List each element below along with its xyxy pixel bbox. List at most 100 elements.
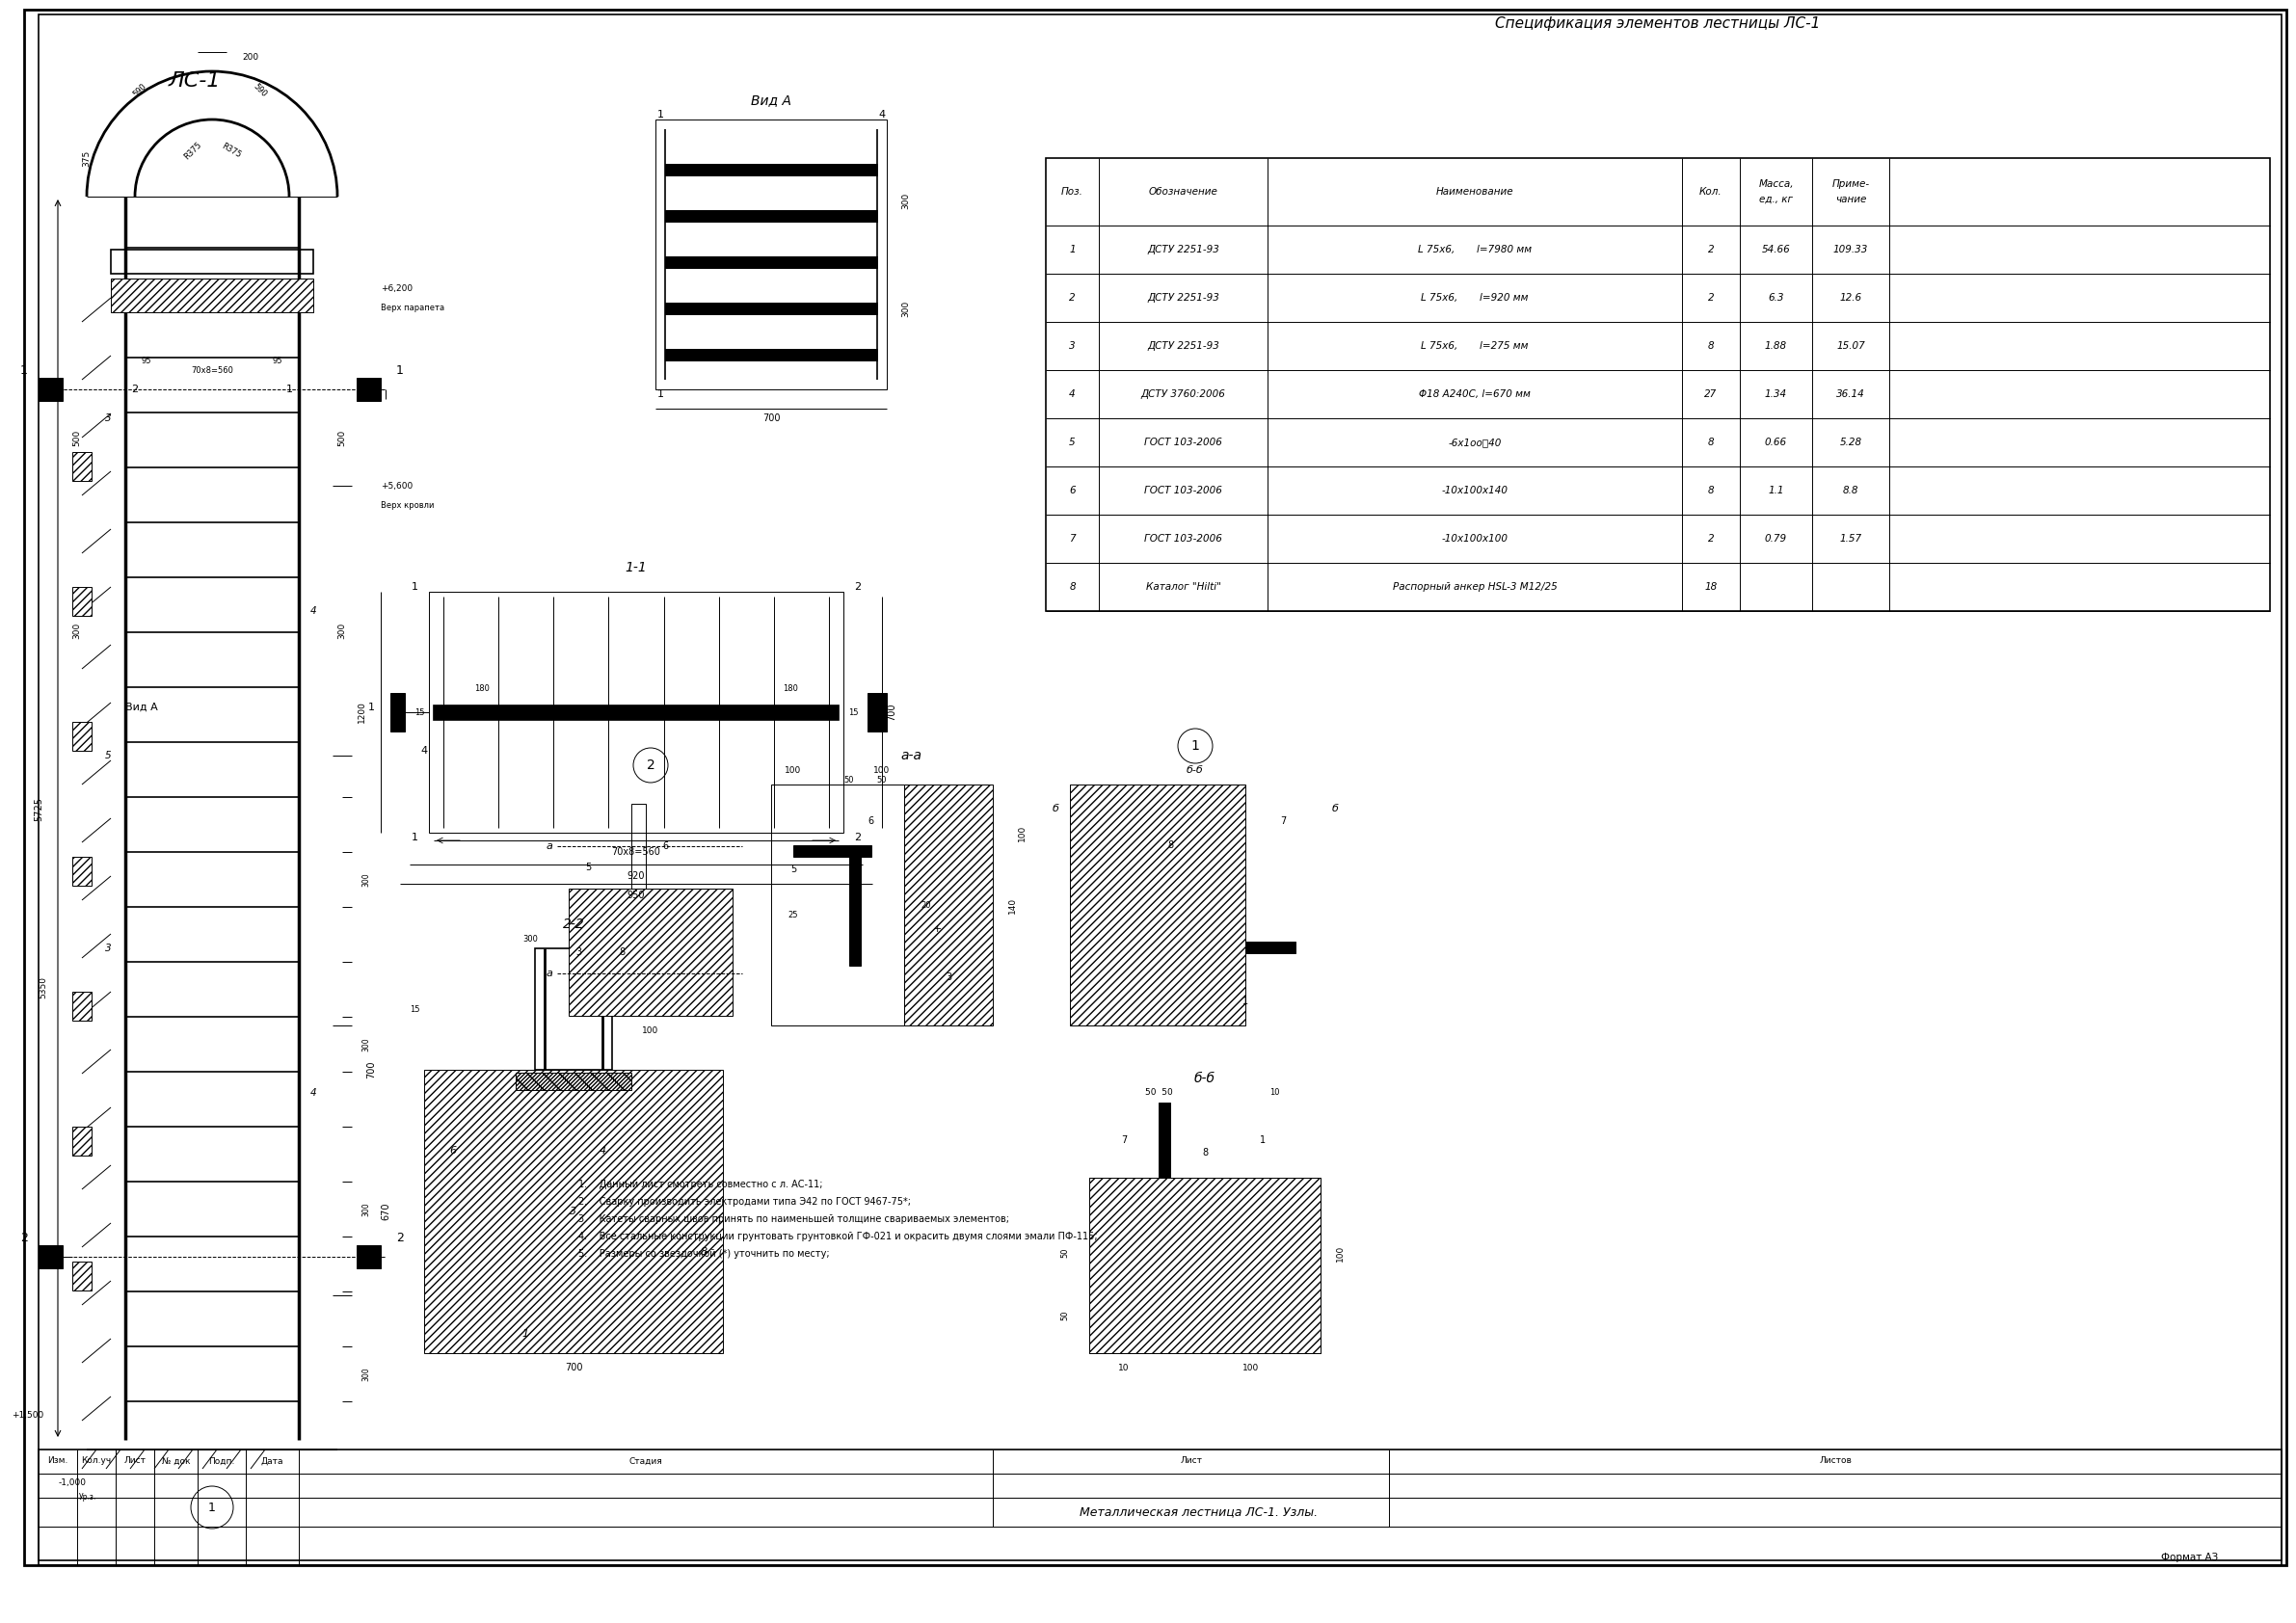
Text: Формат АЗ: Формат АЗ bbox=[2161, 1553, 2218, 1563]
Text: 8: 8 bbox=[1070, 583, 1075, 592]
Text: 300: 300 bbox=[338, 622, 347, 638]
Text: 20: 20 bbox=[921, 901, 932, 909]
Text: 1.    Данный лист смотреть совместно с л. АС-11;: 1. Данный лист смотреть совместно с л. А… bbox=[579, 1180, 822, 1190]
Text: Φ18 А240С, l=670 мм: Φ18 А240С, l=670 мм bbox=[1419, 390, 1531, 399]
Text: +5,600: +5,600 bbox=[381, 482, 413, 490]
Text: 5: 5 bbox=[106, 751, 110, 761]
Circle shape bbox=[604, 706, 615, 717]
Text: 50: 50 bbox=[1061, 1310, 1070, 1321]
Bar bbox=[654, 120, 886, 390]
Text: ЛС-1: ЛС-1 bbox=[168, 71, 220, 91]
Text: +: + bbox=[932, 923, 941, 933]
Text: ГОСТ 103-2006: ГОСТ 103-2006 bbox=[1143, 485, 1221, 495]
Text: 8: 8 bbox=[1708, 341, 1715, 351]
Text: Лист: Лист bbox=[124, 1457, 147, 1466]
Text: -6х1оо䑑40: -6х1оо䑑40 bbox=[1449, 438, 1502, 448]
Text: ДСТУ 2251-93: ДСТУ 2251-93 bbox=[1148, 294, 1219, 302]
Text: 590: 590 bbox=[131, 83, 149, 99]
Text: Обозначение: Обозначение bbox=[1148, 187, 1217, 196]
Text: 15: 15 bbox=[413, 708, 425, 717]
Circle shape bbox=[494, 706, 505, 717]
Text: 50: 50 bbox=[1061, 1248, 1070, 1258]
Text: 1.57: 1.57 bbox=[1839, 534, 1862, 544]
Text: 3: 3 bbox=[106, 943, 110, 953]
Text: 12.6: 12.6 bbox=[1839, 294, 1862, 302]
Text: 1: 1 bbox=[657, 390, 664, 399]
Text: 10: 10 bbox=[1118, 1363, 1130, 1371]
Text: 8.8: 8.8 bbox=[1844, 485, 1860, 495]
Text: Кол.: Кол. bbox=[1699, 187, 1722, 196]
Text: 1200: 1200 bbox=[358, 701, 365, 724]
Text: 1: 1 bbox=[21, 364, 28, 377]
Text: 5: 5 bbox=[1070, 438, 1075, 448]
Text: 1: 1 bbox=[1261, 1136, 1265, 1144]
Text: 100: 100 bbox=[1017, 824, 1026, 841]
Text: 5725: 5725 bbox=[34, 797, 44, 821]
Text: 100: 100 bbox=[643, 1026, 659, 1034]
Text: 8: 8 bbox=[700, 1246, 707, 1256]
Text: 920: 920 bbox=[627, 872, 645, 881]
Text: 6: 6 bbox=[1070, 485, 1075, 495]
Text: a-a: a-a bbox=[900, 748, 921, 763]
Text: Верх кровли: Верх кровли bbox=[381, 500, 434, 510]
Text: 100: 100 bbox=[1242, 1363, 1261, 1371]
Text: 5: 5 bbox=[585, 862, 590, 872]
Text: 700: 700 bbox=[367, 1061, 377, 1079]
Text: 1: 1 bbox=[1192, 738, 1199, 753]
Text: 1: 1 bbox=[397, 364, 404, 377]
Text: 1.1: 1.1 bbox=[1768, 485, 1784, 495]
Text: 300: 300 bbox=[523, 935, 537, 943]
Text: Лист: Лист bbox=[1180, 1457, 1203, 1466]
Text: 1: 1 bbox=[411, 833, 418, 842]
Bar bbox=[39, 1449, 2282, 1565]
Bar bbox=[535, 948, 613, 1070]
Text: 36.14: 36.14 bbox=[1837, 390, 1864, 399]
Text: 7: 7 bbox=[1279, 816, 1286, 826]
Text: 2: 2 bbox=[1708, 245, 1715, 255]
Text: 54.66: 54.66 bbox=[1761, 245, 1791, 255]
Text: 95: 95 bbox=[273, 355, 282, 365]
Text: 4.    Все стальные конструкции грунтовать грунтовкой ГФ-021 и окрасить двумя сло: 4. Все стальные конструкции грунтовать г… bbox=[579, 1232, 1097, 1242]
Text: 6: 6 bbox=[661, 841, 668, 850]
Bar bbox=[356, 1245, 381, 1268]
Bar bbox=[666, 349, 877, 360]
Bar bbox=[71, 992, 92, 1021]
Text: 3: 3 bbox=[576, 948, 581, 958]
Text: 1: 1 bbox=[367, 703, 374, 712]
Bar bbox=[1159, 1191, 1251, 1203]
Text: 300: 300 bbox=[363, 873, 370, 886]
Text: +1,500: +1,500 bbox=[11, 1412, 44, 1420]
Text: Подп.: Подп. bbox=[209, 1457, 234, 1466]
Text: 4: 4 bbox=[310, 1087, 317, 1097]
Text: 500: 500 bbox=[73, 428, 80, 446]
Text: 1: 1 bbox=[521, 1329, 528, 1339]
Text: 180: 180 bbox=[475, 683, 489, 693]
Text: ГОСТ 103-2006: ГОСТ 103-2006 bbox=[1143, 534, 1221, 544]
Text: 200: 200 bbox=[243, 52, 259, 62]
Text: 25: 25 bbox=[788, 911, 799, 919]
Text: № док: № док bbox=[161, 1457, 191, 1466]
Bar bbox=[794, 846, 870, 857]
Bar bbox=[1088, 1178, 1320, 1354]
Text: 3: 3 bbox=[569, 1206, 576, 1216]
Text: б-б: б-б bbox=[1194, 1071, 1215, 1086]
Bar bbox=[771, 784, 905, 1026]
Text: Ур.з.: Ур.з. bbox=[78, 1493, 96, 1501]
Text: +6,200: +6,200 bbox=[381, 284, 413, 292]
Text: Распорный анкер HSL-3 M12/25: Распорный анкер HSL-3 M12/25 bbox=[1391, 583, 1557, 592]
Bar bbox=[517, 1073, 631, 1091]
Bar bbox=[868, 693, 886, 732]
Bar bbox=[71, 1126, 92, 1156]
Text: 8: 8 bbox=[1166, 841, 1173, 849]
Text: 300: 300 bbox=[363, 1203, 370, 1216]
Text: 8: 8 bbox=[618, 948, 625, 958]
Text: 2: 2 bbox=[1070, 294, 1075, 302]
Text: Металлическая лестница ЛС-1. Узлы.: Металлическая лестница ЛС-1. Узлы. bbox=[1079, 1506, 1318, 1519]
Text: Дата: Дата bbox=[262, 1457, 285, 1466]
Text: ГОСТ 103-2006: ГОСТ 103-2006 bbox=[1143, 438, 1221, 448]
Text: 1: 1 bbox=[411, 583, 418, 592]
Text: 6.3: 6.3 bbox=[1768, 294, 1784, 302]
Bar bbox=[905, 784, 992, 1026]
Text: 6: 6 bbox=[868, 816, 875, 826]
Text: 2: 2 bbox=[1708, 294, 1715, 302]
